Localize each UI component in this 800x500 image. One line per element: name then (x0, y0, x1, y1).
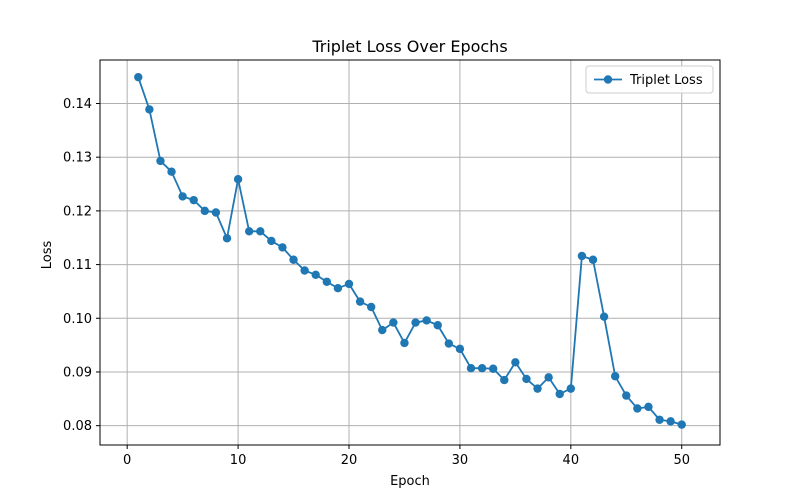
data-point (500, 375, 509, 385)
chart-title: Triplet Loss Over Epochs (311, 37, 507, 56)
data-point (477, 364, 487, 373)
data-point (488, 364, 498, 373)
data-point (455, 344, 465, 354)
data-point (599, 312, 609, 321)
data-point (333, 284, 343, 293)
x-tick-label: 50 (673, 453, 690, 468)
data-point (355, 297, 365, 306)
x-tick-label: 30 (452, 453, 469, 468)
data-point (311, 270, 320, 279)
legend-marker-swatch (603, 75, 613, 84)
data-point (222, 234, 232, 243)
legend: Triplet Loss (585, 65, 714, 94)
data-point (422, 316, 431, 325)
data-point (411, 318, 420, 327)
data-point (145, 105, 154, 114)
data-point (244, 227, 254, 236)
data-point (156, 156, 165, 166)
data-point (566, 384, 576, 393)
x-tick-label: 0 (123, 453, 131, 468)
data-point (577, 251, 587, 261)
data-point (134, 72, 143, 82)
data-point (211, 208, 221, 217)
y-tick-label: 0.08 (63, 419, 92, 434)
legend-label: Triplet Loss (629, 73, 703, 88)
legend-box (585, 65, 714, 94)
data-point (322, 277, 332, 286)
data-point (366, 302, 376, 312)
x-tick-label: 10 (230, 453, 247, 468)
data-point (433, 321, 442, 330)
data-point (444, 339, 454, 348)
data-point (300, 266, 309, 275)
data-point (522, 374, 531, 384)
y-axis-label: Loss (40, 241, 55, 270)
y-tick-label: 0.13 (63, 151, 92, 166)
y-tick-label: 0.12 (63, 204, 92, 219)
y-tick-label: 0.14 (63, 97, 92, 112)
data-point (189, 195, 198, 205)
data-point (289, 255, 298, 264)
data-point (466, 364, 476, 373)
data-point (555, 389, 564, 399)
y-tick-label: 0.09 (63, 365, 92, 380)
data-point (378, 325, 387, 335)
data-point (633, 404, 642, 413)
data-point (200, 206, 210, 216)
axes-frame (99, 59, 721, 446)
data-point (344, 279, 354, 289)
data-point (400, 338, 409, 348)
x-tick-label: 20 (341, 453, 358, 468)
y-tick-label: 0.10 (63, 312, 92, 327)
data-point (544, 373, 553, 382)
y-tick-label: 0.11 (63, 258, 92, 273)
data-point (610, 372, 620, 381)
data-point (666, 417, 675, 426)
data-point (622, 391, 631, 400)
data-point (178, 192, 187, 201)
data-point (278, 243, 287, 252)
data-point (533, 384, 542, 393)
data-point (233, 175, 243, 184)
data-point (256, 227, 265, 236)
data-point (511, 358, 520, 367)
x-tick-label: 40 (563, 453, 580, 468)
data-point (267, 236, 276, 246)
data-point (389, 318, 398, 327)
plot-area: 0 10 20 30 40 50 0.08 0.09 0.10 0.11 0.12 0.13 0.14 T… (63, 59, 721, 468)
data-point (588, 255, 598, 264)
x-axis-label: Epoch (390, 474, 430, 489)
data-point (167, 167, 176, 176)
data-point (655, 415, 664, 424)
data-point (644, 402, 653, 412)
data-point (677, 420, 686, 429)
